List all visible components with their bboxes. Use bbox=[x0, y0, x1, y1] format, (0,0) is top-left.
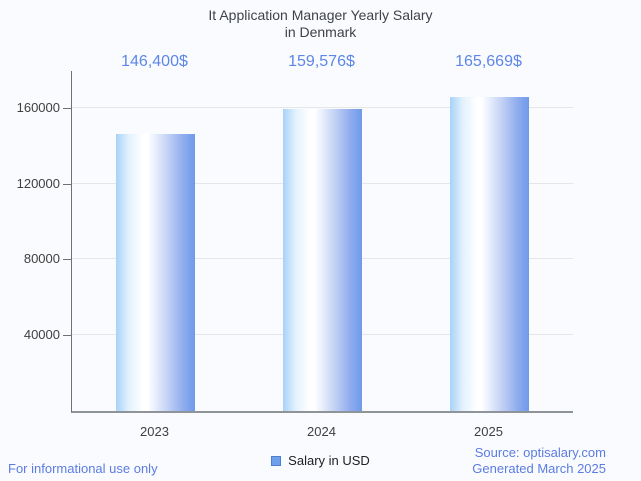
disclaimer-text: For informational use only bbox=[8, 461, 158, 476]
source-line: Source: optisalary.com bbox=[474, 445, 606, 460]
legend: Salary in USD bbox=[0, 453, 641, 468]
generated-line: Generated March 2025 bbox=[472, 461, 606, 476]
plot-area bbox=[71, 71, 573, 413]
x-tick-label-2024: 2024 bbox=[307, 424, 336, 439]
chart-title: It Application Manager Yearly Salary in … bbox=[0, 7, 641, 41]
bar-2025[interactable] bbox=[450, 97, 529, 411]
bar-value-label-2023: 146,400$ bbox=[121, 53, 188, 70]
chart-title-line1: It Application Manager Yearly Salary bbox=[208, 7, 433, 23]
y-axis-tick bbox=[63, 335, 71, 337]
chart-title-line2: in Denmark bbox=[284, 24, 357, 40]
bar-value-label-2024: 159,576$ bbox=[288, 53, 355, 70]
bar-value-label-2025: 165,669$ bbox=[455, 53, 522, 70]
y-axis-tick bbox=[63, 183, 71, 185]
y-tick-label: 80000 bbox=[23, 251, 60, 267]
legend-swatch-icon bbox=[271, 455, 282, 466]
y-tick-label: 160000 bbox=[16, 99, 60, 115]
x-tick-label-2025: 2025 bbox=[474, 424, 503, 439]
x-tick-label-2023: 2023 bbox=[140, 424, 169, 439]
bar-2023[interactable] bbox=[116, 133, 195, 411]
y-tick-label: 40000 bbox=[23, 327, 60, 343]
source-attribution: Source: optisalary.com Generated March 2… bbox=[472, 445, 606, 477]
y-axis-tick bbox=[63, 259, 71, 261]
y-axis-tick bbox=[63, 107, 71, 109]
bar-2024[interactable] bbox=[283, 108, 362, 411]
gridline-160000 bbox=[72, 106, 573, 108]
y-tick-label: 120000 bbox=[16, 175, 60, 191]
legend-label: Salary in USD bbox=[288, 453, 370, 468]
